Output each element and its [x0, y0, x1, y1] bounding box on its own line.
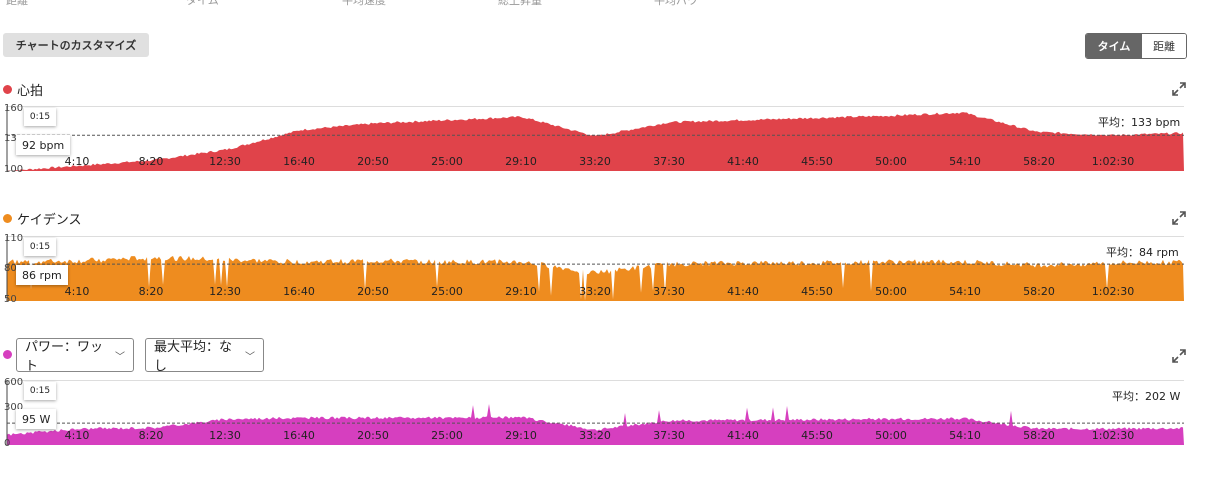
heart-y-label-mid: 13: [4, 133, 17, 144]
cadence-y-label-bottom: 50: [4, 294, 17, 305]
cadence-y-label-top: 110: [4, 233, 24, 244]
x-tick-label: 58:20: [1023, 429, 1055, 442]
x-tick-label: 33:20: [579, 155, 611, 168]
cadence-y-label-mid: 80: [4, 263, 17, 274]
x-tick-label: 12:30: [209, 155, 241, 168]
x-tick-label: 54:10: [949, 155, 981, 168]
x-tick-label: 12:30: [209, 429, 241, 442]
expand-cadence-icon[interactable]: [1172, 211, 1186, 225]
power-metric-value: パワー：ワット: [25, 340, 104, 374]
power-average-label: 平均：202 W: [1110, 388, 1183, 404]
power-plot: [6, 380, 1185, 445]
x-tick-label: 37:30: [653, 429, 685, 442]
x-tick-label: 45:50: [801, 155, 833, 168]
x-tick-label: 33:20: [579, 429, 611, 442]
chevron-down-icon: ﹀: [115, 351, 125, 363]
x-tick-label: 16:40: [283, 429, 315, 442]
heart-y-label-bottom: 100: [4, 164, 24, 175]
peak-average-select[interactable]: 最大平均：なし ﹀: [145, 338, 264, 374]
x-tick-label: 41:40: [727, 285, 759, 298]
heart-tooltip-time: 0:15: [24, 108, 56, 126]
x-tick-label: 1:02:30: [1091, 429, 1135, 442]
x-tick-label: 37:30: [653, 285, 685, 298]
series-area: [7, 404, 1184, 445]
cadence-tooltip-time: 0:15: [24, 238, 56, 256]
x-tick-label: 50:00: [875, 155, 907, 168]
power-dot: [3, 350, 12, 359]
power-tooltip-time: 0:15: [24, 382, 56, 400]
chevron-down-icon: ﹀: [245, 351, 255, 363]
x-tick-label: 54:10: [949, 429, 981, 442]
x-tick-label: 8:20: [138, 285, 164, 298]
heart-rate-chart[interactable]: 160 13 100 平均：133 bpm 0:15 92 bpm 4:10 8:…: [0, 103, 1207, 175]
heart-rate-label: 心拍: [17, 84, 44, 99]
x-tick-label: 37:30: [653, 155, 685, 168]
cadence-title: ケイデンス: [3, 209, 81, 228]
heart-y-label-top: 160: [4, 103, 24, 114]
x-tick-label: 1:02:30: [1091, 285, 1135, 298]
x-tick-label: 54:10: [949, 285, 981, 298]
x-tick-label: 58:20: [1023, 155, 1055, 168]
heart-tooltip-value: 92 bpm: [16, 135, 71, 155]
cadence-tooltip-value: 86 rpm: [16, 265, 68, 285]
series-area: [7, 256, 1184, 301]
x-tick-label: 20:50: [357, 429, 389, 442]
toggle-distance-button[interactable]: 距離: [1142, 34, 1186, 58]
x-tick-label: 41:40: [727, 429, 759, 442]
summary-label-distance: 距離: [6, 0, 28, 7]
cadence-average-label: 平均：84 rpm: [1104, 244, 1181, 260]
customize-chart-button[interactable]: チャートのカスタマイズ: [3, 33, 149, 57]
power-chart[interactable]: 600 300 0 平均：202 W 0:15 95 W 4:10 8:20 12:…: [0, 377, 1207, 449]
heart-rate-title: 心拍: [3, 80, 43, 99]
heart-average-label: 平均：133 bpm: [1096, 114, 1183, 130]
power-tooltip-value: 95 W: [16, 409, 57, 429]
expand-power-icon[interactable]: [1172, 349, 1186, 363]
top-summary-labels: 距離 タイム 平均速度 総上昇量 平均パワ: [0, 0, 1207, 7]
series-area: [7, 112, 1184, 171]
x-tick-label: 25:00: [431, 155, 463, 168]
x-tick-label: 41:40: [727, 155, 759, 168]
x-tick-label: 4:10: [64, 285, 90, 298]
summary-label-time: タイム: [186, 0, 219, 7]
x-tick-label: 8:20: [138, 429, 164, 442]
x-tick-label: 20:50: [357, 285, 389, 298]
summary-label-avg-speed: 平均速度: [342, 0, 386, 7]
x-tick-label: 16:40: [283, 285, 315, 298]
expand-heart-rate-icon[interactable]: [1172, 82, 1186, 96]
x-tick-label: 50:00: [875, 285, 907, 298]
x-tick-label: 12:30: [209, 285, 241, 298]
power-y-label-top: 600: [4, 377, 24, 388]
x-tick-label: 29:10: [505, 285, 537, 298]
x-tick-label: 58:20: [1023, 285, 1055, 298]
toggle-time-button[interactable]: タイム: [1086, 34, 1142, 58]
x-tick-label: 50:00: [875, 429, 907, 442]
power-metric-select[interactable]: パワー：ワット ﹀: [16, 338, 134, 374]
cadence-dot: [3, 214, 12, 223]
summary-label-avg-power: 平均パワ: [654, 0, 698, 7]
x-tick-label: 29:10: [505, 429, 537, 442]
x-tick-label: 20:50: [357, 155, 389, 168]
x-tick-label: 25:00: [431, 285, 463, 298]
x-tick-label: 33:20: [579, 285, 611, 298]
heart-rate-plot: [6, 106, 1185, 172]
cadence-label: ケイデンス: [17, 213, 82, 228]
heart-rate-dot: [3, 85, 12, 94]
x-tick-label: 29:10: [505, 155, 537, 168]
peak-average-value: 最大平均：なし: [154, 340, 233, 374]
power-y-label-mid: 300: [4, 402, 24, 413]
x-tick-label: 45:50: [801, 285, 833, 298]
summary-label-ascent: 総上昇量: [498, 0, 542, 7]
x-tick-label: 4:10: [64, 429, 90, 442]
cadence-chart[interactable]: 110 80 50 平均：84 rpm 0:15 86 rpm 4:10 8:20…: [0, 233, 1207, 305]
x-tick-label: 45:50: [801, 429, 833, 442]
x-tick-label: 1:02:30: [1091, 155, 1135, 168]
x-axis-toggle: タイム 距離: [1085, 33, 1187, 59]
x-tick-label: 16:40: [283, 155, 315, 168]
cadence-plot: [6, 236, 1185, 301]
x-tick-label: 25:00: [431, 429, 463, 442]
x-tick-label: 4:10: [64, 155, 90, 168]
x-tick-label: 8:20: [138, 155, 164, 168]
power-y-label-bottom: 0: [4, 438, 11, 449]
